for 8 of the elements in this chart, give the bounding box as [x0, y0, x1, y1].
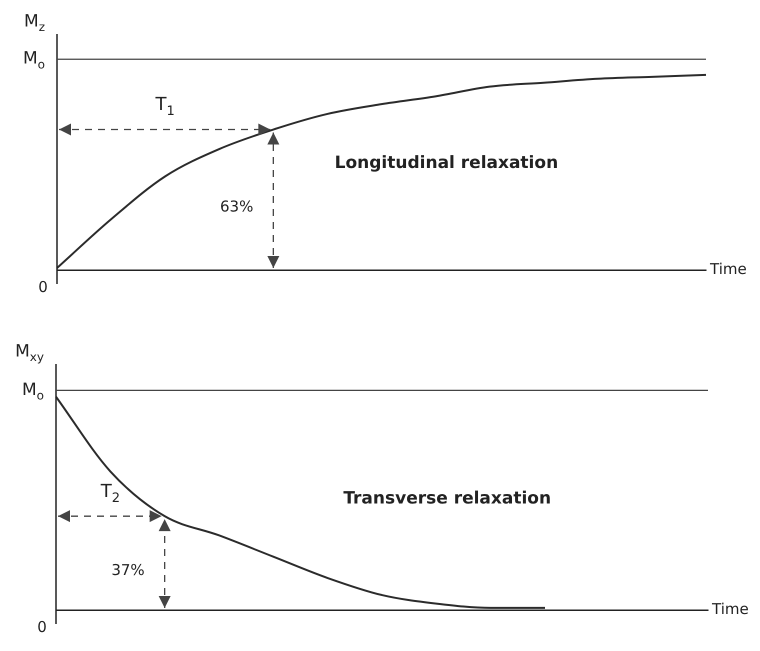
annotation: Longitudinal relaxation	[334, 153, 558, 174]
text: 0	[37, 618, 47, 636]
x-axis-title: Time	[711, 600, 749, 618]
x-axis-title: Time	[709, 260, 747, 278]
annotation: Transverse relaxation	[343, 488, 552, 509]
text: 0	[38, 278, 48, 296]
annotation: 63%	[220, 198, 254, 216]
annotation: 37%	[111, 560, 145, 579]
